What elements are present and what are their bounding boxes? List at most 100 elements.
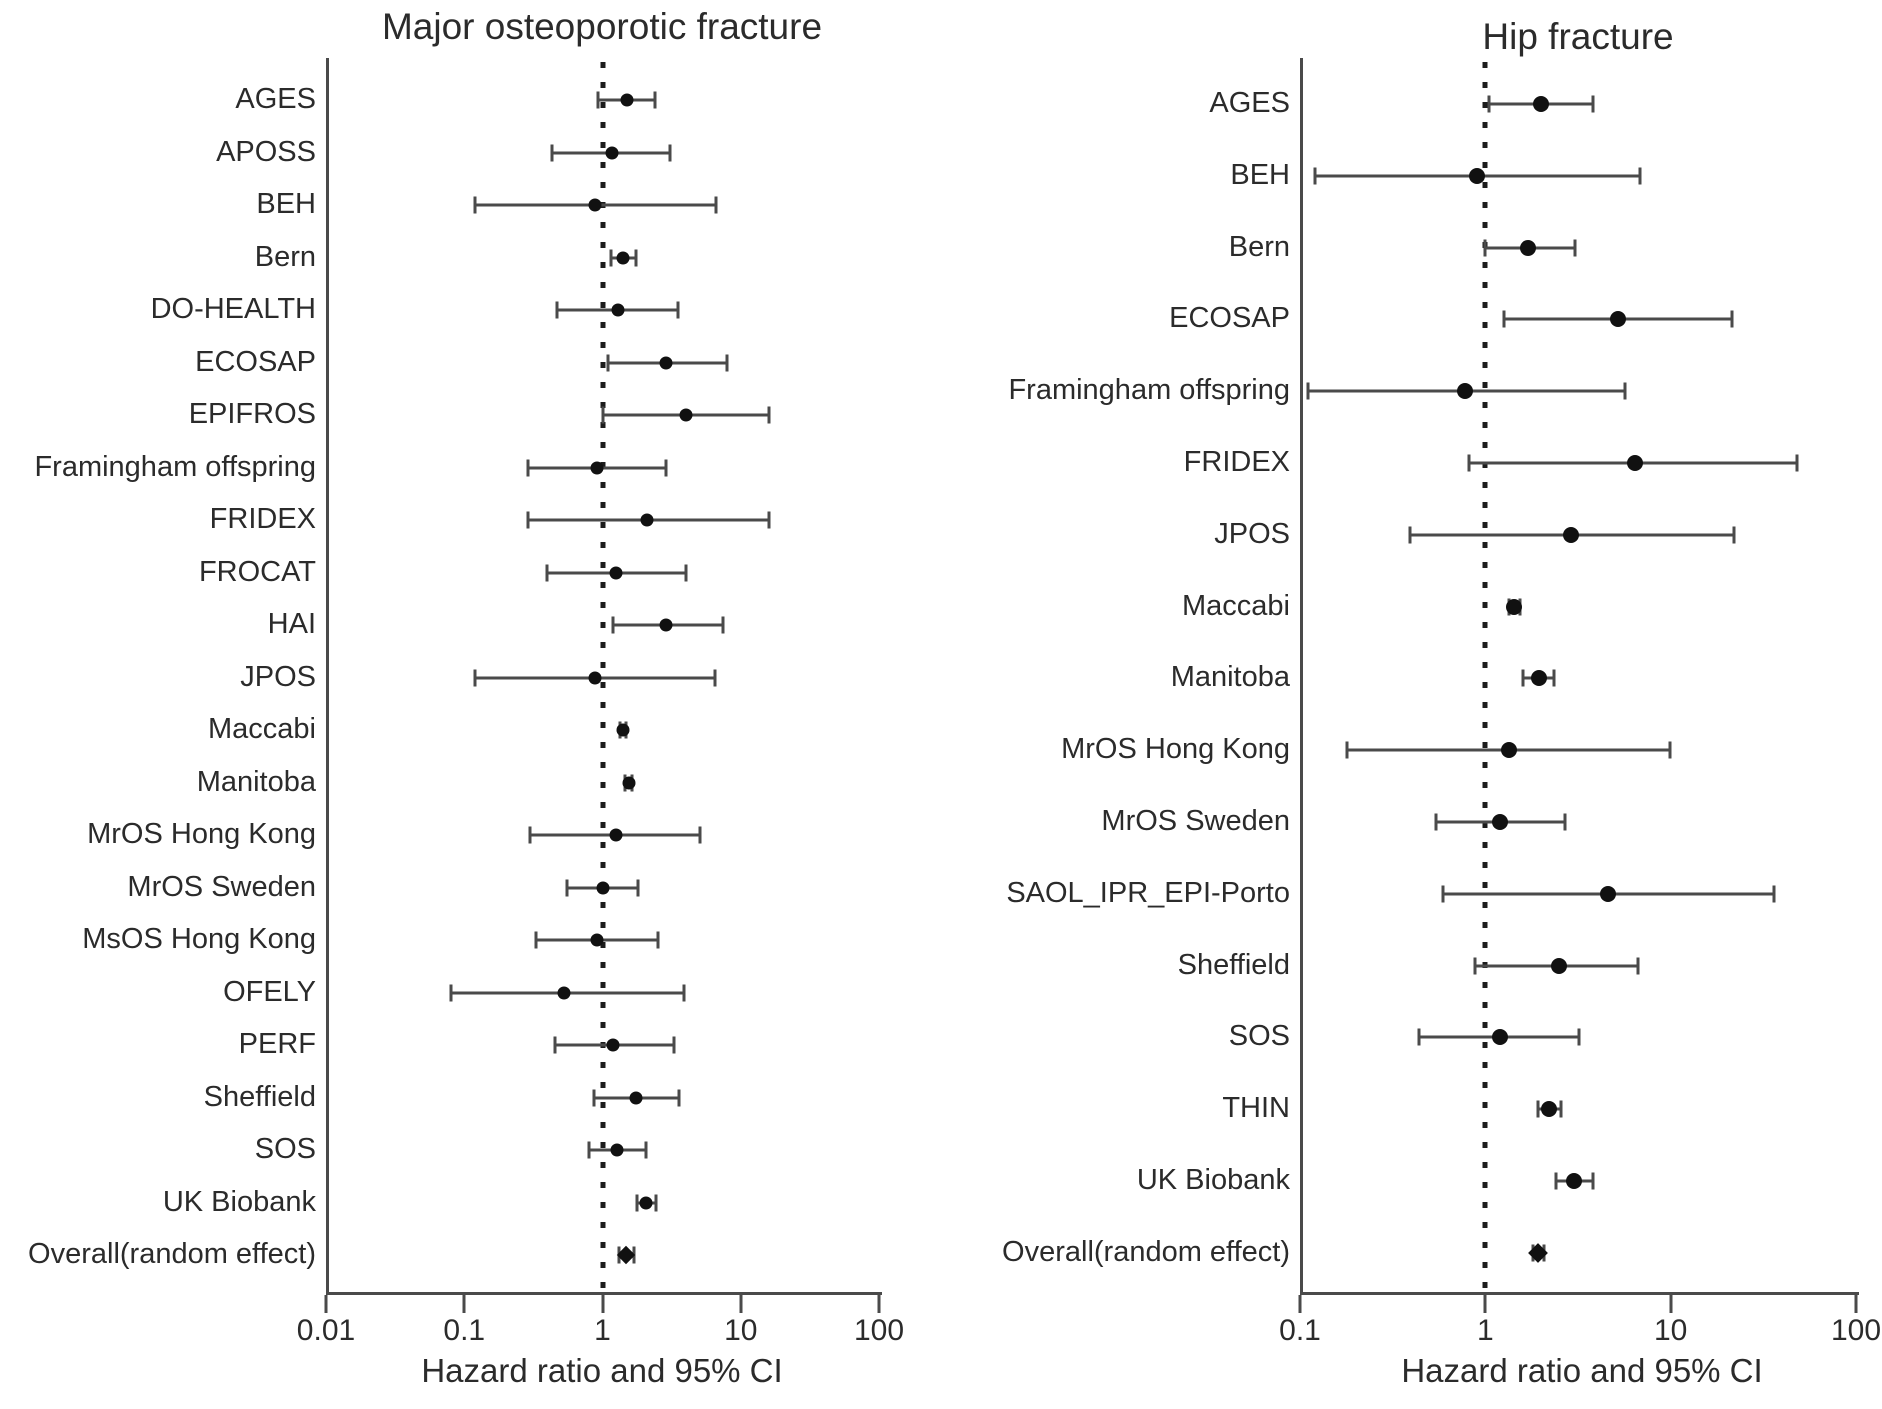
study-label: MrOS Hong Kong	[1061, 733, 1290, 766]
ci-hip-cap-low	[1417, 1028, 1421, 1046]
ci-mof-cap-high	[634, 249, 638, 266]
study-label: BEH	[256, 187, 316, 220]
x-axis-tick-label: 0.1	[1279, 1314, 1321, 1347]
ci-hip-cap-high	[1732, 526, 1736, 544]
ci-hip-cap-low	[1345, 741, 1349, 759]
point-estimate-marker	[611, 303, 625, 317]
x-axis-tick-label: 100	[1830, 1314, 1882, 1347]
ci-mof-cap-high	[684, 564, 688, 581]
point-estimate-marker	[1626, 455, 1643, 471]
point-estimate-marker	[679, 408, 693, 422]
x-axis-tick-label: 1	[594, 1314, 611, 1347]
study-label: OFELY	[223, 975, 316, 1008]
study-label: Sheffield	[1177, 948, 1290, 981]
ci-mof-cap-low	[565, 879, 569, 896]
study-label: PERF	[238, 1027, 316, 1060]
ci-mof-cap-low	[553, 1036, 557, 1054]
ci-mof-cap-low	[587, 1141, 591, 1159]
ci-mof-cap-high	[636, 879, 640, 896]
ci-hip-cap-high	[1638, 167, 1642, 185]
point-estimate-marker	[659, 356, 673, 369]
ci-hip-cap-low	[1536, 1100, 1540, 1118]
study-label: ECOSAP	[1169, 302, 1290, 335]
ci-mof-cap-low	[449, 984, 453, 1001]
x-axis-tick	[601, 1295, 604, 1313]
point-estimate-marker	[1531, 670, 1548, 687]
x-axis-line	[1300, 1292, 1859, 1295]
ci-mof-cap-low	[592, 1089, 596, 1106]
ci-mof-cap-low	[526, 511, 530, 529]
ci-mof-cap-low	[545, 564, 549, 581]
point-estimate-marker	[1540, 1101, 1557, 1118]
ci-mof-cap-low	[528, 826, 532, 844]
ci-mof-cap-high	[668, 144, 672, 161]
study-label: JPOS	[240, 660, 316, 693]
x-axis-tick-label: 100	[853, 1314, 905, 1347]
ci-mof-cap-high	[654, 1194, 658, 1211]
point-estimate-marker	[659, 618, 673, 632]
ci-mof-cap-high	[656, 931, 659, 949]
x-axis-tick	[1669, 1295, 1673, 1313]
point-estimate-marker	[1492, 814, 1508, 830]
ci-hip-cap-low	[1554, 1172, 1558, 1190]
study-label: FRIDEX	[1183, 445, 1290, 478]
study-label: Framingham offspring	[34, 450, 316, 483]
ci-mof-cap-high	[767, 511, 771, 529]
point-estimate-marker	[1551, 957, 1568, 974]
ci-hip-cap-high	[1563, 813, 1567, 831]
point-estimate-marker	[1506, 598, 1523, 615]
ci-hip-cap-high	[1623, 382, 1627, 400]
point-estimate-marker	[557, 986, 571, 999]
point-estimate-marker	[639, 1196, 653, 1209]
study-label: Framingham offspring	[1008, 374, 1290, 407]
point-estimate-marker	[1565, 1173, 1582, 1189]
ci-hip-cap-low	[1441, 885, 1445, 903]
point-estimate-marker	[610, 1143, 624, 1157]
x-axis-line	[326, 1292, 882, 1295]
study-label: Overall(random effect)	[28, 1237, 316, 1270]
ci-hip-cap-low	[1521, 669, 1525, 687]
ci-mof-cap-low	[555, 301, 559, 319]
x-axis-tick-label: 10	[724, 1314, 758, 1347]
x-axis-tick-label: 1	[1476, 1314, 1494, 1347]
ci-mof-cap-low	[601, 406, 604, 424]
point-estimate-marker	[1457, 383, 1474, 400]
study-label: THIN	[1222, 1092, 1290, 1125]
study-label: AGES	[1209, 86, 1290, 119]
ci-mof-cap-high	[725, 354, 729, 371]
ci-mof-cap-high	[714, 196, 718, 214]
ci-mof-cap-low	[596, 91, 600, 109]
x-axis-tick	[1298, 1295, 1302, 1313]
ci-hip-cap-high	[1573, 239, 1577, 257]
panel-title-major-osteoporotic-fracture: Major osteoporotic fracture	[381, 6, 823, 47]
y-axis-line	[1300, 58, 1303, 1292]
point-estimate-marker	[590, 461, 604, 474]
study-label: SAOL_IPR_EPI-Porto	[1006, 876, 1290, 909]
study-label: DO-HEALTH	[150, 292, 316, 325]
ci-mof-cap-high	[676, 301, 680, 319]
ci-mof-cap-high	[721, 616, 725, 634]
point-estimate-marker	[596, 881, 609, 894]
ci-hip-cap-low	[1313, 167, 1317, 185]
point-estimate-marker	[1600, 885, 1617, 902]
x-axis-label-right: Hazard ratio and 95% CI	[1401, 1352, 1763, 1389]
ci-hip-cap-high	[1591, 1172, 1595, 1190]
study-label: Maccabi	[1182, 589, 1290, 622]
ci-hip-cap-high	[1795, 454, 1799, 472]
point-estimate-marker	[622, 776, 636, 789]
ci-hip-cap-low	[1306, 382, 1310, 400]
ci-hip-cap-high	[1772, 885, 1776, 903]
point-estimate-marker	[616, 723, 630, 737]
point-estimate-marker	[640, 513, 654, 527]
ci-hip-cap-high	[1552, 669, 1556, 687]
study-label: BEH	[1230, 158, 1290, 191]
study-label: Sheffield	[203, 1080, 316, 1113]
ci-mof-cap-high	[653, 91, 657, 109]
ci-hip-cap-high	[1636, 957, 1640, 975]
study-label: Manitoba	[1170, 661, 1290, 694]
ci-hip-cap-high	[1591, 95, 1595, 113]
ci-hip-cap-high	[1668, 741, 1672, 759]
study-label: Overall(random effect)	[1002, 1235, 1290, 1268]
ci-mof-cap-high	[682, 984, 686, 1001]
